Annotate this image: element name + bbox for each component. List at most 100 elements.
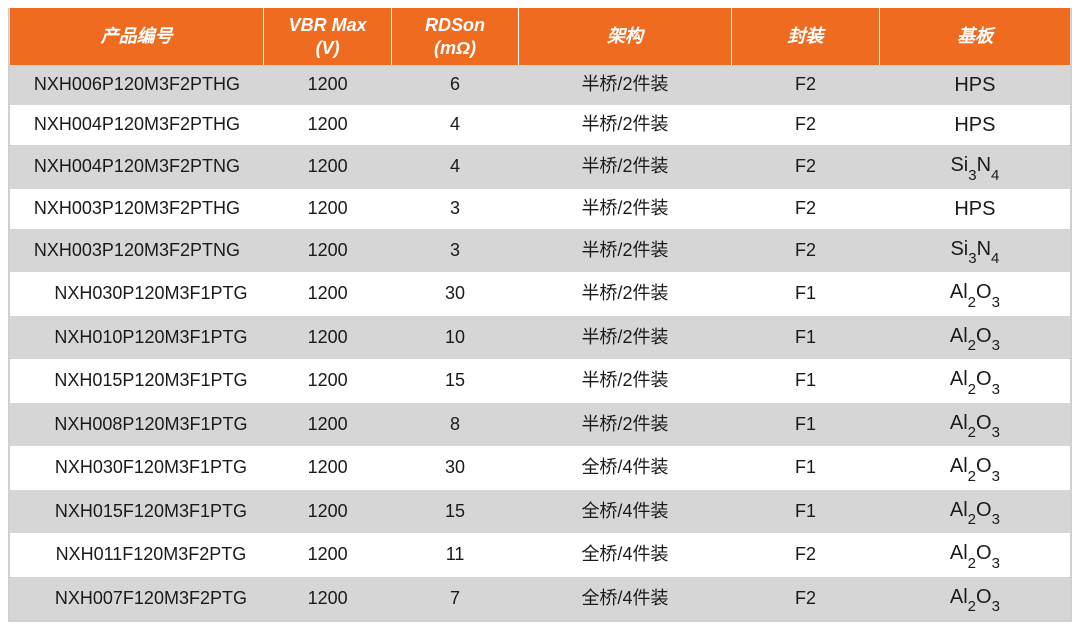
- cell-pn: NXH007F120M3F2PTG: [9, 577, 264, 622]
- cell-rdson: 4: [391, 145, 518, 189]
- cell-pkg: F2: [731, 65, 880, 105]
- cell-pn: NXH004P120M3F2PTNG: [9, 145, 264, 189]
- cell-vbr: 1200: [264, 229, 391, 273]
- cell-arch: 半桥/2件装: [519, 272, 731, 316]
- col-header-vbr: VBR Max(V): [264, 8, 391, 65]
- cell-substrate: Al2O3: [880, 577, 1071, 622]
- cell-rdson: 7: [391, 577, 518, 622]
- col-header-pn: 产品编号: [9, 8, 264, 65]
- col-header-substrate: 基板: [880, 8, 1071, 65]
- cell-arch: 半桥/2件装: [519, 316, 731, 360]
- cell-substrate: Al2O3: [880, 490, 1071, 534]
- cell-pkg: F2: [731, 533, 880, 577]
- col-header-pkg: 封装: [731, 8, 880, 65]
- cell-rdson: 15: [391, 490, 518, 534]
- table-body: NXH006P120M3F2PTHG12006半桥/2件装F2HPSNXH004…: [9, 65, 1071, 621]
- cell-rdson: 8: [391, 403, 518, 447]
- cell-substrate: HPS: [880, 65, 1071, 105]
- cell-pkg: F2: [731, 189, 880, 229]
- cell-pkg: F1: [731, 272, 880, 316]
- cell-pkg: F2: [731, 145, 880, 189]
- cell-arch: 半桥/2件装: [519, 65, 731, 105]
- cell-pkg: F2: [731, 105, 880, 145]
- cell-arch: 半桥/2件装: [519, 105, 731, 145]
- col-header-arch: 架构: [519, 8, 731, 65]
- cell-substrate: Si3N4: [880, 145, 1071, 189]
- cell-arch: 半桥/2件装: [519, 403, 731, 447]
- table-row: NXH015F120M3F1PTG120015全桥/4件装F1Al2O3: [9, 490, 1071, 534]
- cell-substrate: Al2O3: [880, 316, 1071, 360]
- cell-rdson: 15: [391, 359, 518, 403]
- table-row: NXH003P120M3F2PTNG12003半桥/2件装F2Si3N4: [9, 229, 1071, 273]
- cell-vbr: 1200: [264, 65, 391, 105]
- cell-substrate: Al2O3: [880, 272, 1071, 316]
- table-row: NXH004P120M3F2PTHG12004半桥/2件装F2HPS: [9, 105, 1071, 145]
- cell-vbr: 1200: [264, 446, 391, 490]
- cell-rdson: 30: [391, 446, 518, 490]
- cell-pn: NXH010P120M3F1PTG: [9, 316, 264, 360]
- cell-pkg: F2: [731, 229, 880, 273]
- cell-rdson: 11: [391, 533, 518, 577]
- cell-substrate: Al2O3: [880, 359, 1071, 403]
- cell-arch: 全桥/4件装: [519, 577, 731, 622]
- cell-substrate: HPS: [880, 189, 1071, 229]
- cell-arch: 全桥/4件装: [519, 446, 731, 490]
- cell-vbr: 1200: [264, 316, 391, 360]
- table-row: NXH004P120M3F2PTNG12004半桥/2件装F2Si3N4: [9, 145, 1071, 189]
- cell-arch: 全桥/4件装: [519, 490, 731, 534]
- table-row: NXH008P120M3F1PTG12008半桥/2件装F1Al2O3: [9, 403, 1071, 447]
- cell-pn: NXH030F120M3F1PTG: [9, 446, 264, 490]
- cell-vbr: 1200: [264, 105, 391, 145]
- cell-pn: NXH015P120M3F1PTG: [9, 359, 264, 403]
- cell-pkg: F1: [731, 446, 880, 490]
- cell-rdson: 30: [391, 272, 518, 316]
- cell-pkg: F2: [731, 577, 880, 622]
- cell-pn: NXH008P120M3F1PTG: [9, 403, 264, 447]
- cell-substrate: Al2O3: [880, 403, 1071, 447]
- cell-rdson: 3: [391, 229, 518, 273]
- cell-rdson: 6: [391, 65, 518, 105]
- cell-rdson: 10: [391, 316, 518, 360]
- cell-vbr: 1200: [264, 359, 391, 403]
- cell-pn: NXH003P120M3F2PTHG: [9, 189, 264, 229]
- cell-arch: 全桥/4件装: [519, 533, 731, 577]
- cell-substrate: Al2O3: [880, 446, 1071, 490]
- table-row: NXH015P120M3F1PTG120015半桥/2件装F1Al2O3: [9, 359, 1071, 403]
- cell-pkg: F1: [731, 316, 880, 360]
- cell-arch: 半桥/2件装: [519, 359, 731, 403]
- cell-pn: NXH004P120M3F2PTHG: [9, 105, 264, 145]
- cell-vbr: 1200: [264, 533, 391, 577]
- table-row: NXH003P120M3F2PTHG12003半桥/2件装F2HPS: [9, 189, 1071, 229]
- col-header-rdson: RDSon(mΩ): [391, 8, 518, 65]
- table-row: NXH030P120M3F1PTG120030半桥/2件装F1Al2O3: [9, 272, 1071, 316]
- cell-pn: NXH011F120M3F2PTG: [9, 533, 264, 577]
- cell-pkg: F1: [731, 359, 880, 403]
- product-table: 产品编号VBR Max(V)RDSon(mΩ)架构封装基板 NXH006P120…: [8, 8, 1072, 622]
- cell-substrate: HPS: [880, 105, 1071, 145]
- cell-vbr: 1200: [264, 145, 391, 189]
- cell-arch: 半桥/2件装: [519, 189, 731, 229]
- table-header: 产品编号VBR Max(V)RDSon(mΩ)架构封装基板: [9, 8, 1071, 65]
- table-row: NXH011F120M3F2PTG120011全桥/4件装F2Al2O3: [9, 533, 1071, 577]
- cell-arch: 半桥/2件装: [519, 145, 731, 189]
- cell-rdson: 4: [391, 105, 518, 145]
- cell-pn: NXH003P120M3F2PTNG: [9, 229, 264, 273]
- cell-substrate: Si3N4: [880, 229, 1071, 273]
- cell-pn: NXH030P120M3F1PTG: [9, 272, 264, 316]
- cell-pkg: F1: [731, 403, 880, 447]
- cell-pn: NXH015F120M3F1PTG: [9, 490, 264, 534]
- cell-vbr: 1200: [264, 272, 391, 316]
- cell-pn: NXH006P120M3F2PTHG: [9, 65, 264, 105]
- cell-vbr: 1200: [264, 403, 391, 447]
- cell-substrate: Al2O3: [880, 533, 1071, 577]
- cell-rdson: 3: [391, 189, 518, 229]
- table-row: NXH010P120M3F1PTG120010半桥/2件装F1Al2O3: [9, 316, 1071, 360]
- table-row: NXH030F120M3F1PTG120030全桥/4件装F1Al2O3: [9, 446, 1071, 490]
- table-row: NXH006P120M3F2PTHG12006半桥/2件装F2HPS: [9, 65, 1071, 105]
- cell-arch: 半桥/2件装: [519, 229, 731, 273]
- cell-vbr: 1200: [264, 490, 391, 534]
- cell-vbr: 1200: [264, 577, 391, 622]
- cell-pkg: F1: [731, 490, 880, 534]
- table-row: NXH007F120M3F2PTG12007全桥/4件装F2Al2O3: [9, 577, 1071, 622]
- cell-vbr: 1200: [264, 189, 391, 229]
